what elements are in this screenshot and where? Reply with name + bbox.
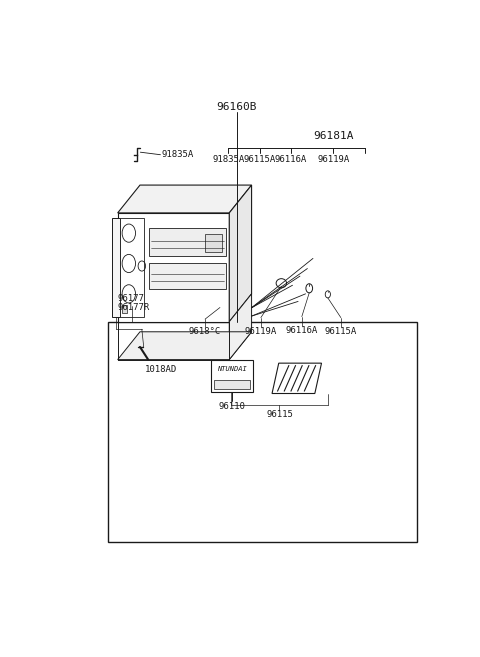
Bar [215, 380, 250, 390]
Bar [211, 359, 253, 392]
Text: 91835A: 91835A [161, 150, 193, 159]
Text: 96181A: 96181A [313, 131, 354, 141]
Text: 96115: 96115 [266, 410, 293, 419]
Text: 9618°C: 9618°C [189, 327, 221, 336]
Text: 96119A: 96119A [245, 327, 277, 336]
Bar [118, 213, 229, 322]
Bar [112, 218, 120, 317]
Bar [122, 306, 127, 313]
Text: 96110: 96110 [218, 401, 245, 411]
Polygon shape [229, 185, 252, 322]
Text: 1018AD: 1018AD [145, 365, 177, 374]
Text: 96177R: 96177R [118, 303, 150, 311]
Text: 96160B: 96160B [216, 102, 257, 112]
Bar [120, 218, 144, 317]
Polygon shape [229, 294, 252, 359]
Text: 96119A: 96119A [317, 155, 349, 164]
Polygon shape [272, 363, 322, 394]
Polygon shape [118, 185, 252, 213]
Text: 96116A: 96116A [275, 155, 307, 164]
Bar [149, 263, 226, 289]
Text: 96177: 96177 [118, 294, 144, 303]
Bar [149, 228, 226, 256]
Text: NTUNDAI: NTUNDAI [217, 366, 247, 372]
Ellipse shape [276, 279, 287, 288]
Bar [205, 234, 222, 252]
Text: 96115A: 96115A [325, 327, 357, 336]
Text: 91835A: 91835A [212, 155, 244, 164]
Polygon shape [118, 332, 252, 359]
Text: 96115A: 96115A [244, 155, 276, 164]
Text: 96116A: 96116A [286, 326, 318, 334]
Bar [108, 322, 417, 542]
